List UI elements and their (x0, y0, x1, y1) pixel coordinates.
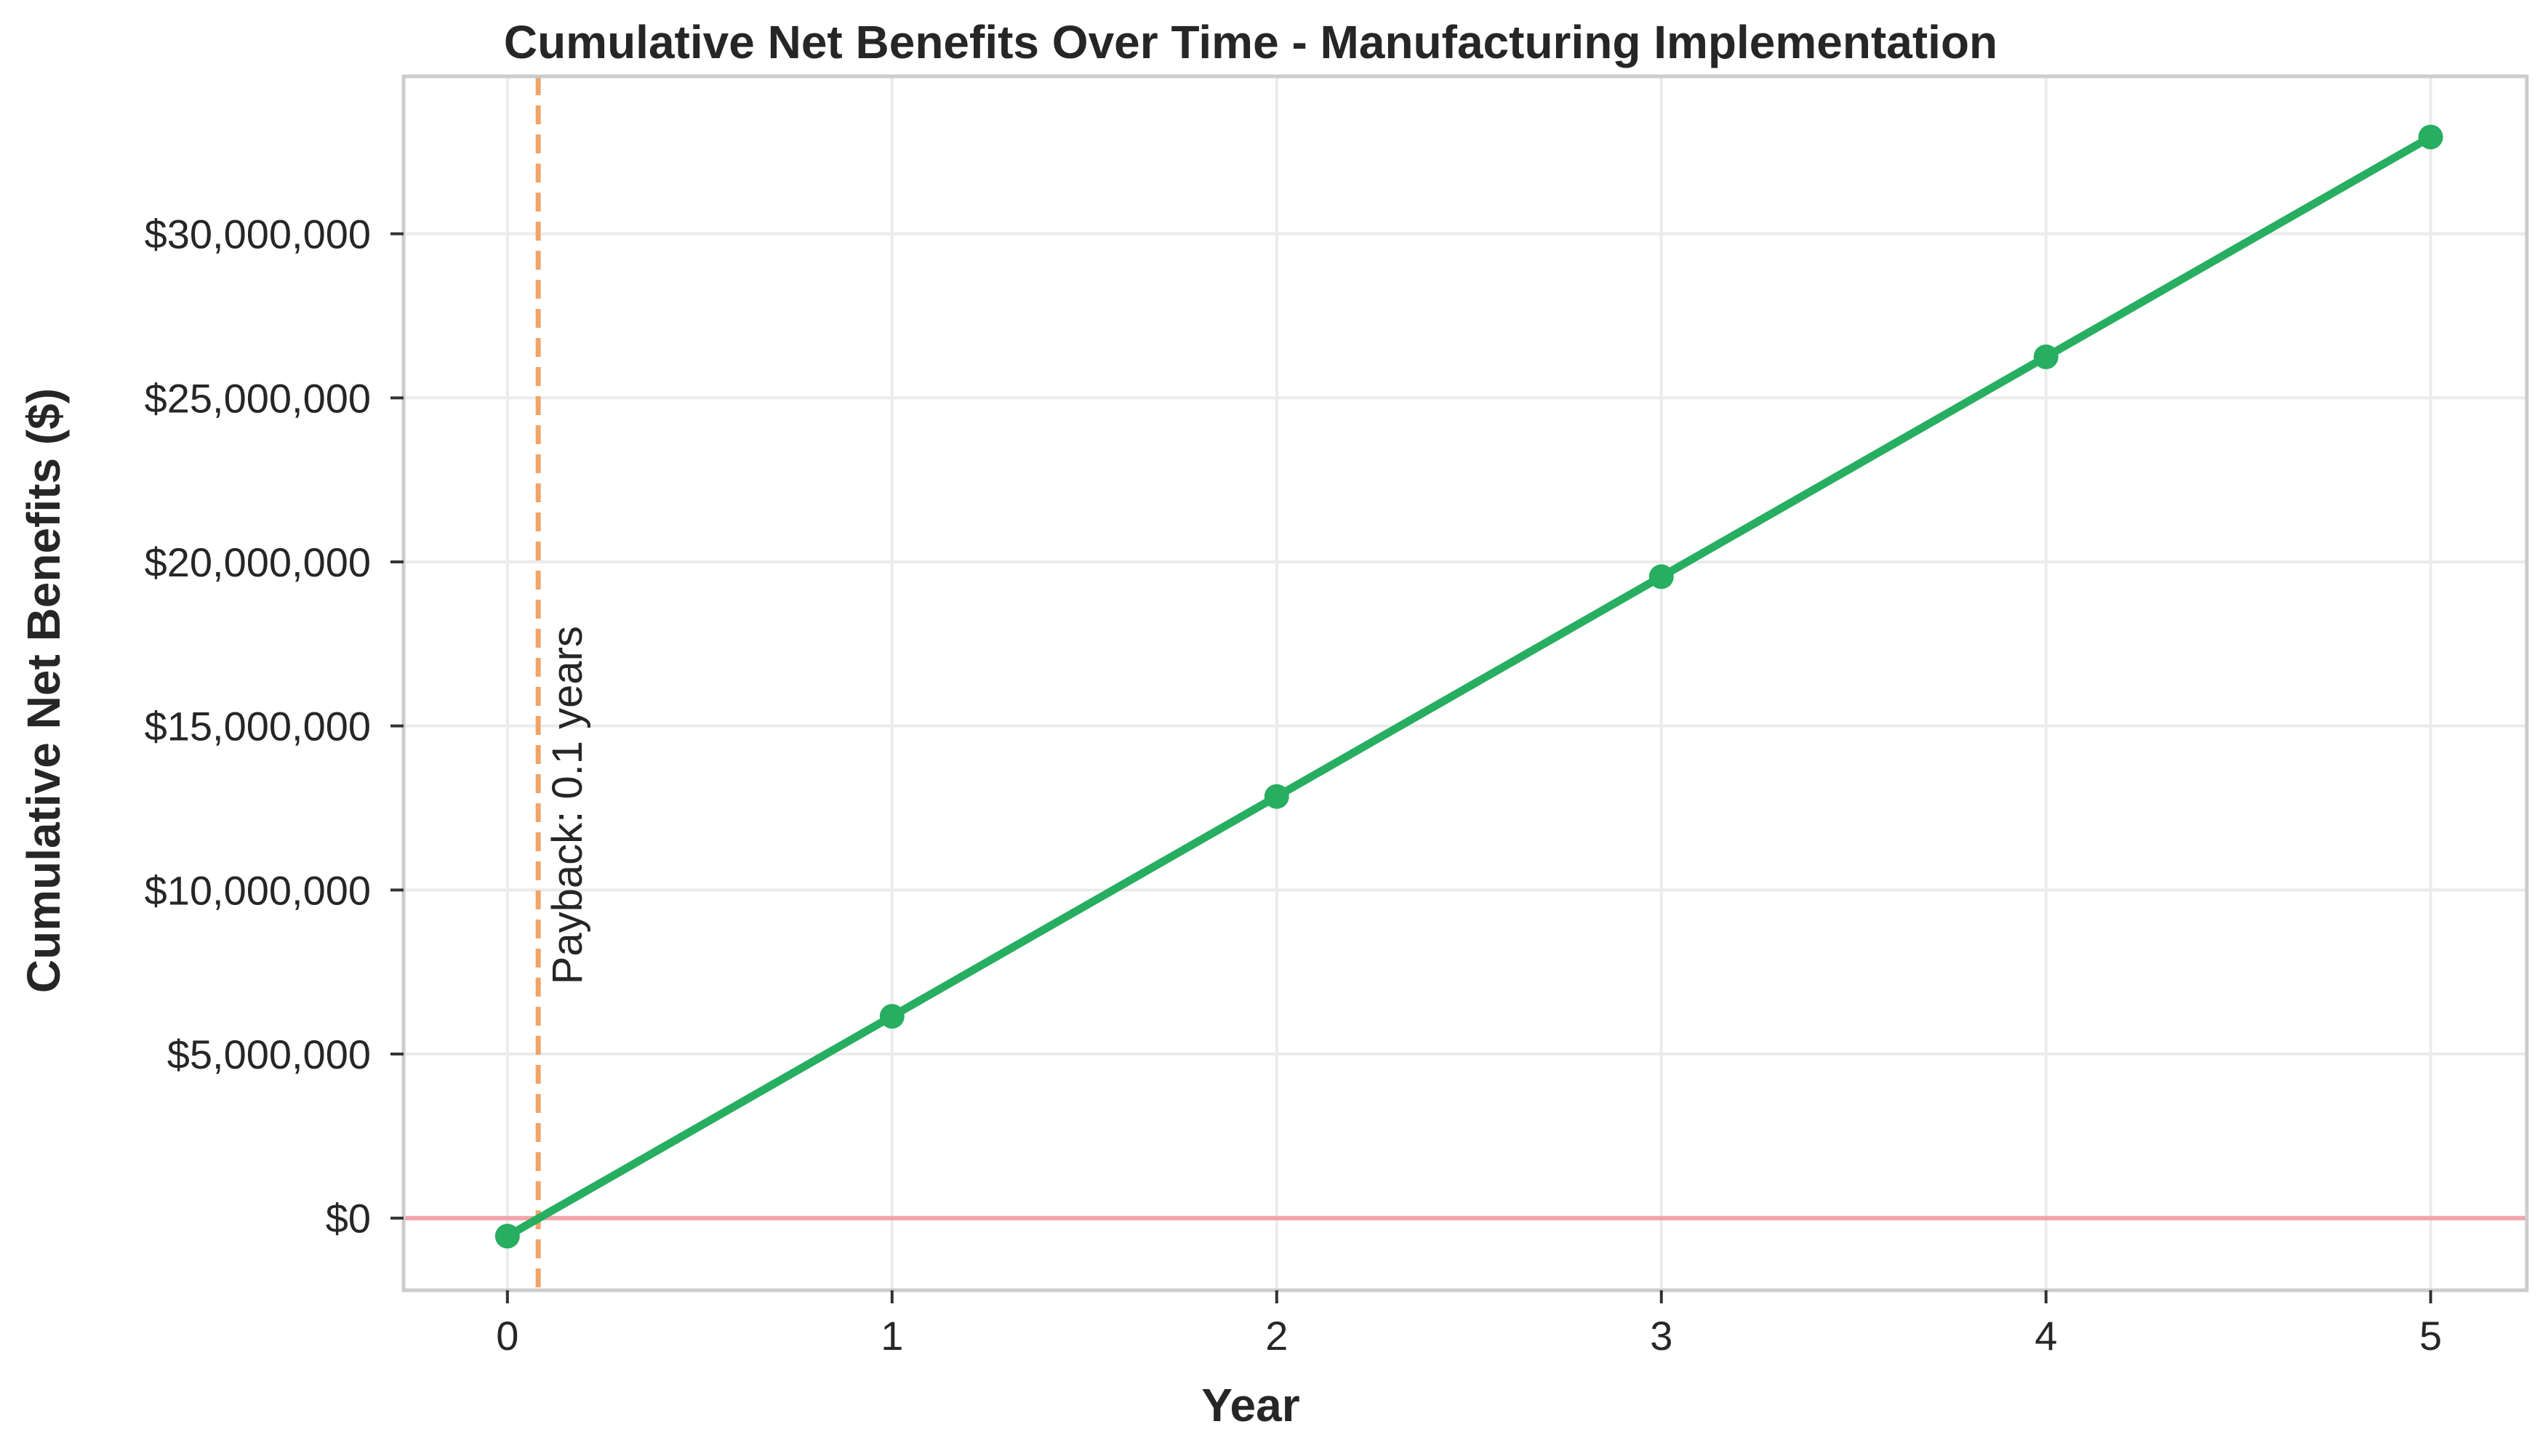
y-axis-label: Cumulative Net Benefits ($) (17, 388, 70, 993)
series-line (503, 133, 2435, 1241)
grid (404, 76, 2527, 1290)
data-point (879, 1004, 905, 1029)
series (494, 124, 2443, 1249)
x-tick-label: 1 (881, 1313, 903, 1359)
x-tick-label: 0 (496, 1313, 518, 1359)
y-tick-label: $15,000,000 (145, 704, 371, 749)
y-tick-label: $5,000,000 (167, 1031, 371, 1077)
plot-frame (401, 74, 2529, 1292)
y-axis-ticks: $0 $5,000,000 $10,000,000 $15,000,000 $20,00… (145, 212, 404, 1242)
y-tick-label: $20,000,000 (145, 539, 371, 585)
y-tick-label: $30,000,000 (145, 212, 371, 257)
payback-annotation: Payback: 0.1 years (544, 626, 591, 984)
data-point (1264, 784, 1289, 809)
x-axis-label: Year (1201, 1379, 1299, 1431)
y-tick-label: $25,000,000 (145, 375, 371, 421)
chart-title: Cumulative Net Benefits Over Time - Manu… (504, 16, 1997, 68)
x-tick-label: 4 (2035, 1313, 2057, 1359)
x-tick-label: 2 (1265, 1313, 1288, 1359)
x-axis-ticks: 0 1 2 3 4 5 (496, 1290, 2442, 1359)
data-point (494, 1223, 520, 1249)
reference-lines (404, 76, 2527, 1290)
y-tick-label: $10,000,000 (145, 867, 371, 913)
y-tick-label: $0 (326, 1196, 371, 1242)
x-tick-label: 3 (1650, 1313, 1672, 1359)
data-point (2418, 124, 2443, 150)
x-tick-label: 5 (2419, 1313, 2442, 1359)
data-point (2033, 344, 2059, 369)
data-point (1648, 564, 1674, 590)
